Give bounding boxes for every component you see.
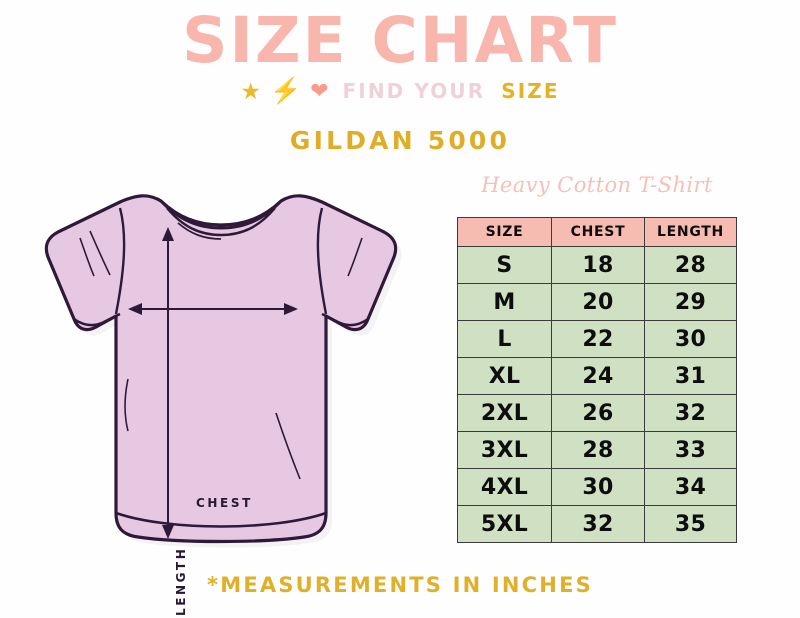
table-row: L 22 30 — [457, 320, 737, 358]
tagline-size: SIZE — [501, 79, 560, 104]
table-row: 3XL 28 33 — [457, 431, 737, 469]
cell-size: 2XL — [457, 394, 552, 432]
brand-model-label: GILDAN 5000 — [289, 126, 511, 156]
table-row: 5XL 32 35 — [457, 505, 737, 543]
table-row: S 18 28 — [457, 246, 737, 284]
header: SIZE CHART ★ ⚡ ❤ FIND YOUR SIZE GILDAN 5… — [0, 0, 800, 155]
cell-length: 31 — [644, 357, 737, 395]
column-header-size: SIZE — [457, 217, 552, 247]
measurements-note: *MEASUREMENTS IN INCHES — [207, 573, 593, 597]
page-title: SIZE CHART — [182, 4, 618, 77]
cell-chest: 30 — [551, 468, 645, 506]
cell-size: S — [457, 246, 552, 284]
cell-chest: 26 — [551, 394, 645, 432]
column-header-chest: CHEST — [551, 217, 645, 247]
cell-length: 35 — [644, 505, 737, 543]
cell-size: M — [457, 283, 552, 321]
heart-icon: ❤ — [310, 78, 329, 104]
cell-size: 4XL — [457, 468, 552, 506]
cell-length: 30 — [644, 320, 737, 358]
tshirt-illustration: CHEST LENGTH — [28, 183, 428, 616]
cell-chest: 24 — [551, 357, 645, 395]
cell-length: 33 — [644, 431, 737, 469]
cell-length: 28 — [644, 246, 737, 284]
tagline-find-your: FIND YOUR — [342, 79, 486, 104]
table-row: XL 24 31 — [457, 357, 737, 395]
star-icon: ★ — [240, 77, 261, 104]
cell-length: 34 — [644, 468, 737, 506]
chest-dimension-label: CHEST — [196, 496, 253, 510]
table-header-row: SIZE CHEST LENGTH — [457, 217, 737, 247]
lightning-bolt-icon: ⚡ — [269, 76, 302, 105]
column-header-length: LENGTH — [644, 217, 737, 247]
tagline-row: ★ ⚡ ❤ FIND YOUR SIZE — [0, 78, 800, 104]
cell-chest: 28 — [551, 431, 645, 469]
table-row: M 20 29 — [457, 283, 737, 321]
cell-size: XL — [457, 357, 552, 395]
cell-size: L — [457, 320, 552, 358]
cell-chest: 22 — [551, 320, 645, 358]
table-row: 2XL 26 32 — [457, 394, 737, 432]
product-name: Heavy Cotton T-Shirt — [481, 173, 713, 197]
cell-chest: 32 — [551, 505, 645, 543]
cell-size: 3XL — [457, 431, 552, 469]
size-chart-table: SIZE CHEST LENGTH S 18 28 M 20 29 L 22 3… — [457, 217, 737, 543]
cell-size: 5XL — [457, 505, 552, 543]
table-row: 4XL 30 34 — [457, 468, 737, 506]
cell-chest: 18 — [551, 246, 645, 284]
cell-length: 32 — [644, 394, 737, 432]
cell-length: 29 — [644, 283, 737, 321]
cell-chest: 20 — [551, 283, 645, 321]
